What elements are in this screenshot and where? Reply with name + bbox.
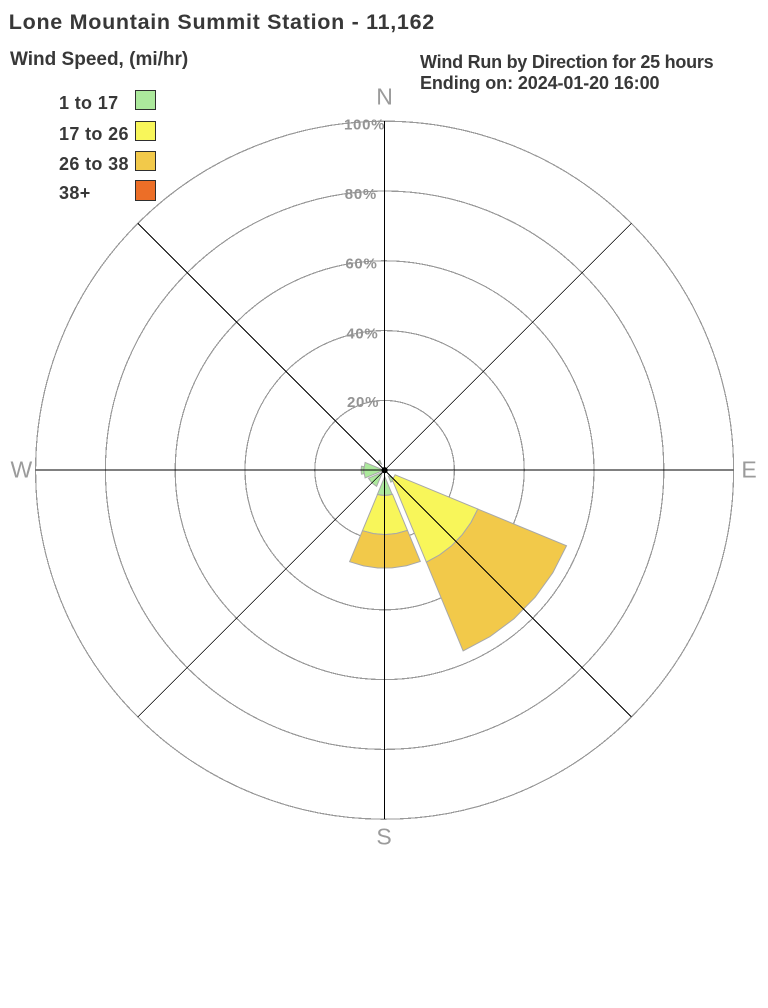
svg-text:20%: 20% (347, 394, 379, 411)
svg-text:60%: 60% (345, 256, 377, 273)
svg-text:W: W (10, 457, 32, 483)
svg-text:S: S (376, 824, 391, 850)
svg-text:100%: 100% (344, 117, 385, 134)
svg-text:80%: 80% (345, 186, 377, 203)
svg-text:N: N (376, 83, 393, 109)
svg-text:40%: 40% (346, 326, 378, 343)
svg-text:E: E (741, 457, 756, 483)
